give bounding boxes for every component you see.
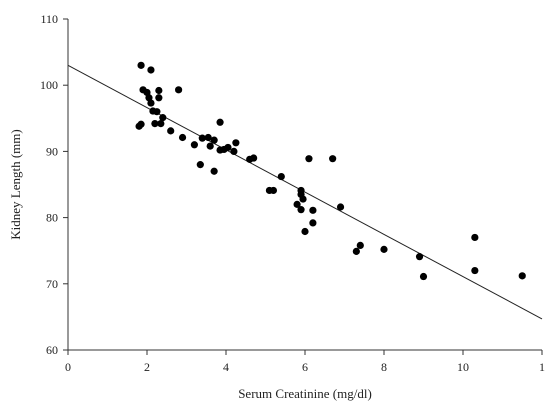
data-point	[293, 200, 301, 208]
data-point	[309, 219, 317, 227]
data-point	[155, 86, 163, 95]
data-point	[471, 266, 479, 275]
y-tick-label: 100	[40, 78, 58, 92]
x-tick-label: 10	[457, 360, 469, 374]
data-point	[198, 134, 206, 142]
axes	[67, 19, 542, 351]
regression-line	[67, 64, 543, 320]
data-point	[301, 227, 309, 236]
data-point	[206, 142, 214, 150]
x-tick-label: 0	[65, 360, 71, 374]
data-point	[137, 61, 145, 69]
data-point	[159, 114, 167, 122]
data-point	[135, 122, 143, 130]
data-point	[415, 253, 424, 261]
x-axis-label: Serum Creatinine (mg/dl)	[238, 386, 372, 401]
data-point	[196, 161, 204, 169]
data-point	[167, 127, 175, 135]
data-point	[471, 233, 479, 242]
data-point	[336, 203, 345, 211]
x-tick-label: 4	[223, 360, 229, 374]
x-tick-label: 8	[381, 360, 387, 374]
data-point	[518, 272, 526, 280]
y-tick-label: 80	[46, 211, 58, 225]
y-tick-label: 90	[46, 144, 58, 158]
data-point	[147, 99, 155, 107]
data-point	[153, 108, 161, 116]
x-tick-label: 6	[302, 360, 308, 374]
data-point	[157, 119, 165, 128]
data-point	[178, 133, 187, 142]
y-tick-label: 60	[46, 343, 58, 357]
data-point	[147, 66, 155, 74]
data-point	[352, 247, 360, 255]
data-point	[329, 155, 337, 163]
data-point	[230, 147, 238, 155]
data-point	[380, 245, 388, 253]
data-point	[356, 241, 364, 250]
data-point	[250, 154, 258, 162]
data-point	[305, 155, 313, 163]
data-point	[309, 206, 317, 214]
data-point	[277, 172, 285, 181]
data-point	[190, 141, 198, 149]
data-point	[216, 118, 224, 126]
ticks: 0 2 4 6 8 10 1 60 70 80 90 100 110	[40, 12, 545, 374]
data-points	[135, 61, 526, 281]
data-point	[210, 136, 218, 144]
data-point	[175, 86, 183, 94]
data-point	[204, 133, 212, 142]
x-tick-label: 2	[144, 360, 150, 374]
y-axis-label: Kidney Length (mm)	[8, 129, 23, 239]
y-tick-label: 110	[40, 12, 58, 26]
y-tick-label: 70	[46, 277, 58, 291]
data-point	[151, 119, 159, 128]
data-point	[299, 195, 307, 203]
data-point	[210, 167, 218, 175]
data-point	[269, 186, 277, 195]
data-point	[224, 143, 232, 152]
data-point	[419, 272, 428, 281]
data-point	[232, 139, 240, 147]
x-tick-label: 1	[539, 360, 545, 374]
data-point	[155, 94, 163, 102]
data-point	[297, 206, 305, 214]
